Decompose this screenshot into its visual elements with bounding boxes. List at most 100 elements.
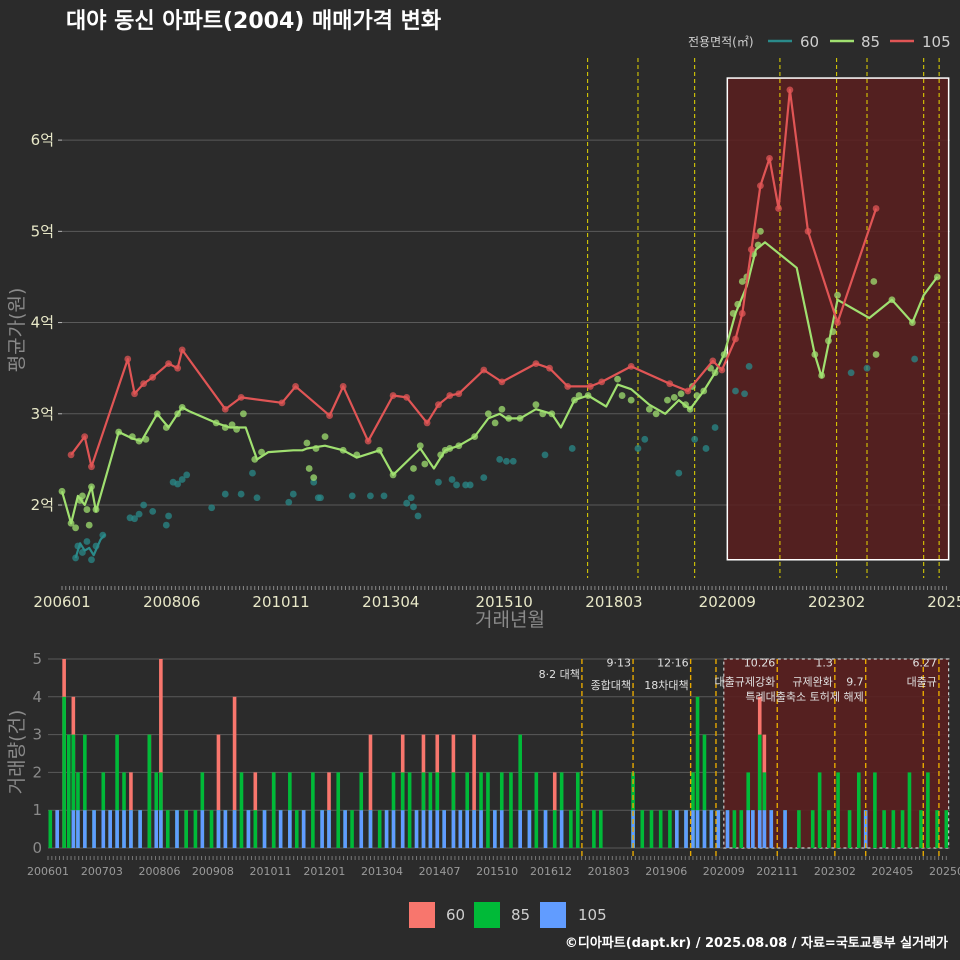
volume-bar-85 <box>944 810 949 848</box>
caption: ©디아파트(dapt.kr) / 2025.08.08 / 자료=국토교통부 실… <box>565 935 948 951</box>
scatter-point-85 <box>305 465 313 472</box>
scatter-point-60 <box>366 492 374 500</box>
volume-x-tick-label: 201201 <box>303 865 345 878</box>
volume-bar-105 <box>400 810 405 848</box>
scatter-point-85 <box>872 351 880 358</box>
volume-bar-105 <box>327 810 331 848</box>
volume-bar-105 <box>691 810 695 848</box>
scatter-point-60 <box>140 501 148 509</box>
volume-x-tick-label: 202111 <box>756 865 798 878</box>
volume-bar-85 <box>311 772 315 848</box>
volume-bar-105 <box>200 810 205 848</box>
scatter-point-60 <box>83 538 91 545</box>
volume-bar-85 <box>739 810 744 848</box>
volume-bar-85 <box>486 772 490 848</box>
volume-y-tick-label: 5 <box>32 650 42 668</box>
volume-bar-105 <box>421 810 426 848</box>
volume-bar-105 <box>115 810 119 848</box>
volume-bar-85 <box>147 734 152 848</box>
scatter-point-60 <box>348 492 356 500</box>
x-tick-label: 201304 <box>362 593 419 611</box>
volume-bar-105 <box>138 810 142 848</box>
volume-x-tick-label: 201906 <box>645 865 687 878</box>
volume-bar-105 <box>129 810 133 848</box>
scatter-point-85 <box>416 442 424 450</box>
policy-annotation: 종합대책 <box>591 679 631 692</box>
volume-bar-105 <box>472 810 476 848</box>
volume-bar-105 <box>246 810 251 848</box>
scatter-point-60 <box>414 512 422 520</box>
volume-bar-85 <box>847 810 852 848</box>
volume-bar-85 <box>810 810 815 848</box>
scatter-point-85 <box>310 474 318 482</box>
policy-annotation: 대출규제강화 <box>715 675 776 688</box>
series-line-105 <box>70 88 878 468</box>
volume-bar-105 <box>451 810 456 848</box>
volume-bar-85 <box>926 772 930 848</box>
volume-bar-85 <box>732 810 737 848</box>
scatter-point-60 <box>745 362 753 370</box>
policy-annotation: 6.27 <box>912 657 937 670</box>
volume-bar-105 <box>384 810 389 848</box>
volume-bar-85 <box>71 734 76 848</box>
volume-bar-105 <box>493 810 497 848</box>
volume-bar-85 <box>640 810 645 848</box>
volume-bar-105 <box>232 810 237 848</box>
scatter-point-60 <box>503 457 510 465</box>
legend-swatch-60 <box>409 902 435 928</box>
volume-bar-85 <box>239 772 244 848</box>
x-tick-label: 202302 <box>808 593 865 611</box>
scatter-point-60 <box>162 521 170 529</box>
volume-bar-85 <box>797 810 801 848</box>
scatter-point-60 <box>285 498 293 506</box>
scatter-point-60 <box>135 510 143 518</box>
policy-annotation: 1.3 <box>815 657 833 670</box>
volume-bar-85 <box>575 772 580 848</box>
scatter-point-85 <box>670 393 678 401</box>
volume-bar-85 <box>62 696 66 848</box>
scatter-point-85 <box>421 460 429 468</box>
volume-bar-85 <box>599 810 603 848</box>
volume-bar-105 <box>92 810 96 848</box>
volume-bar-85 <box>817 772 822 848</box>
volume-bar-105 <box>465 810 470 848</box>
legend-title: 전용면적(㎡) <box>688 35 754 49</box>
scatter-point-85 <box>652 410 660 418</box>
scatter-point-85 <box>484 410 492 418</box>
volume-bar-105 <box>108 810 112 848</box>
volume-bar-105 <box>442 810 446 848</box>
volume-bar-105 <box>527 810 532 848</box>
scatter-point-60 <box>453 481 460 489</box>
scatter-point-85 <box>664 396 671 404</box>
scatter-point-60 <box>407 494 415 502</box>
legend-label-85: 85 <box>861 33 880 51</box>
volume-bar-85 <box>919 810 923 848</box>
legend-label-85: 85 <box>511 906 530 924</box>
scatter-point-60 <box>732 387 739 395</box>
volume-bar-105 <box>428 810 433 848</box>
scatter-point-60 <box>568 445 576 452</box>
x-tick-label: 2025 <box>927 593 960 611</box>
volume-bar-105 <box>751 810 755 848</box>
volume-bar-105 <box>435 810 440 848</box>
volume-bar-85 <box>115 734 119 848</box>
volume-bar-105 <box>71 810 76 848</box>
chart-title: 대야 동신 아파트(2004) 매매가격 변화 <box>66 9 441 34</box>
scatter-point-60 <box>435 478 442 486</box>
volume-bar-85 <box>702 734 707 848</box>
scatter-point-60 <box>496 456 504 463</box>
volume-bar-85 <box>891 810 896 848</box>
volume-x-tick-label: 201612 <box>530 865 572 878</box>
policy-annotation: 12·16 <box>657 657 689 670</box>
volume-bar-85 <box>271 772 276 848</box>
x-tick-label: 202009 <box>699 593 756 611</box>
scatter-point-60 <box>863 364 871 372</box>
scatter-point-85 <box>303 439 311 447</box>
volume-bar-85 <box>518 734 522 848</box>
volume-bar-85 <box>592 810 596 848</box>
volume-bar-105 <box>746 810 751 848</box>
volume-x-tick-label: 202009 <box>703 865 745 878</box>
volume-bar-85 <box>83 734 87 848</box>
scatter-point-60 <box>208 504 216 512</box>
volume-bar-85 <box>534 772 539 848</box>
